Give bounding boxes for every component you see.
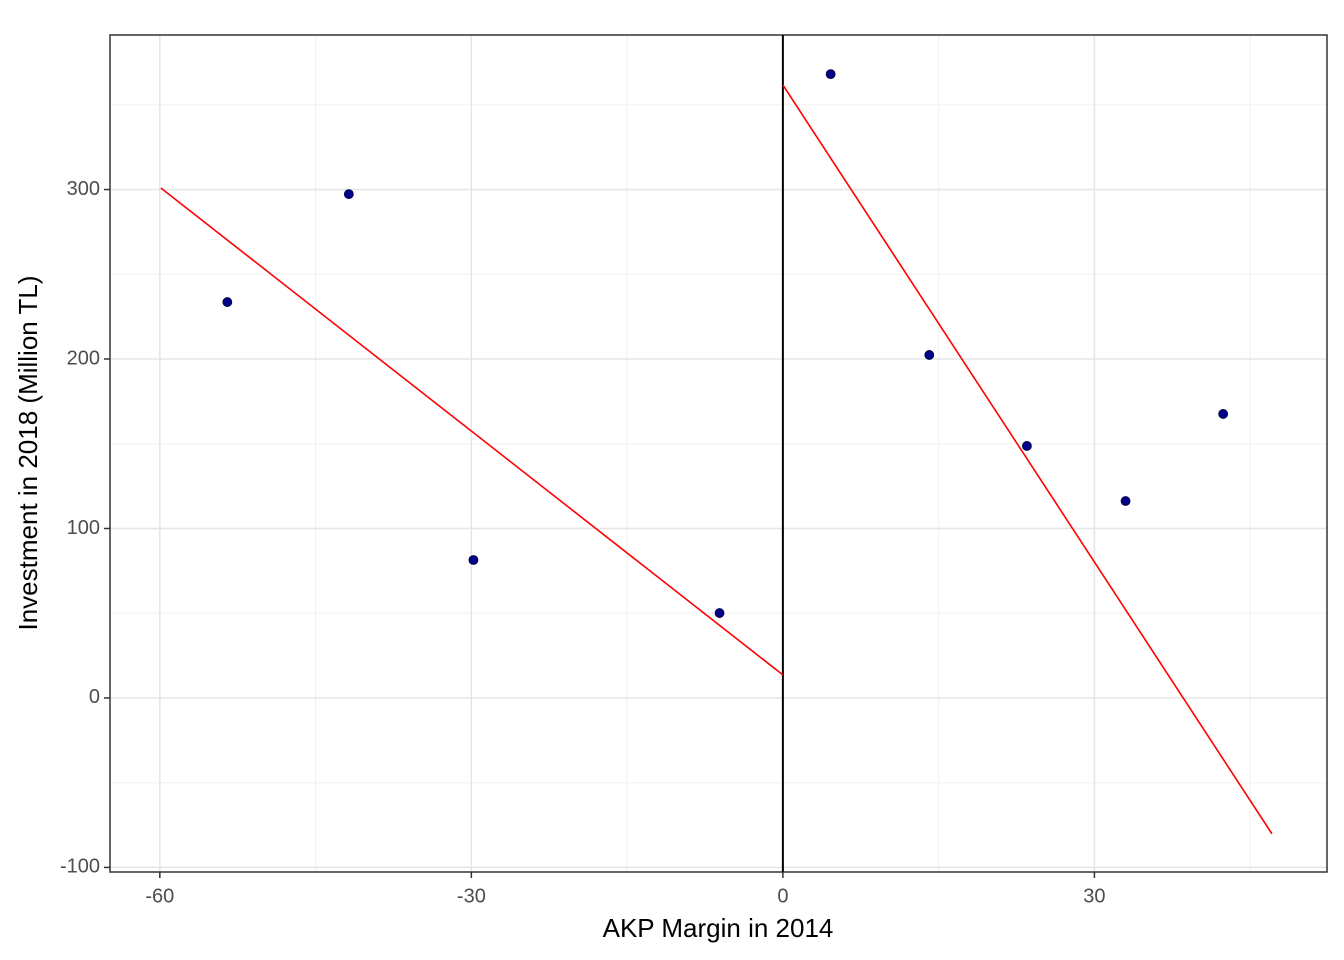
y-tick-label: 0 [89, 686, 100, 708]
x-axis-title: AKP Margin in 2014 [603, 913, 834, 943]
y-tick-label: 200 [67, 347, 100, 369]
point [1022, 441, 1032, 451]
x-tick-label: 0 [777, 885, 788, 907]
fit-line [782, 84, 1273, 835]
fit-line [160, 187, 784, 676]
x-tick-label: 30 [1083, 885, 1105, 907]
y-axis-title: Investment in 2018 (Million TL) [13, 275, 43, 630]
point [343, 189, 354, 200]
y-tick-label: -100 [60, 856, 100, 878]
y-tick-label: 100 [67, 517, 100, 539]
point [222, 297, 233, 307]
x-tick-label: -30 [457, 885, 486, 907]
x-tick-label: -60 [145, 885, 174, 907]
point [468, 555, 479, 565]
plot-border [109, 34, 1328, 873]
point [1218, 409, 1229, 419]
point [1120, 496, 1131, 506]
point [825, 69, 836, 80]
point [924, 350, 935, 360]
y-tick-label: 300 [67, 178, 100, 200]
point [714, 608, 725, 618]
